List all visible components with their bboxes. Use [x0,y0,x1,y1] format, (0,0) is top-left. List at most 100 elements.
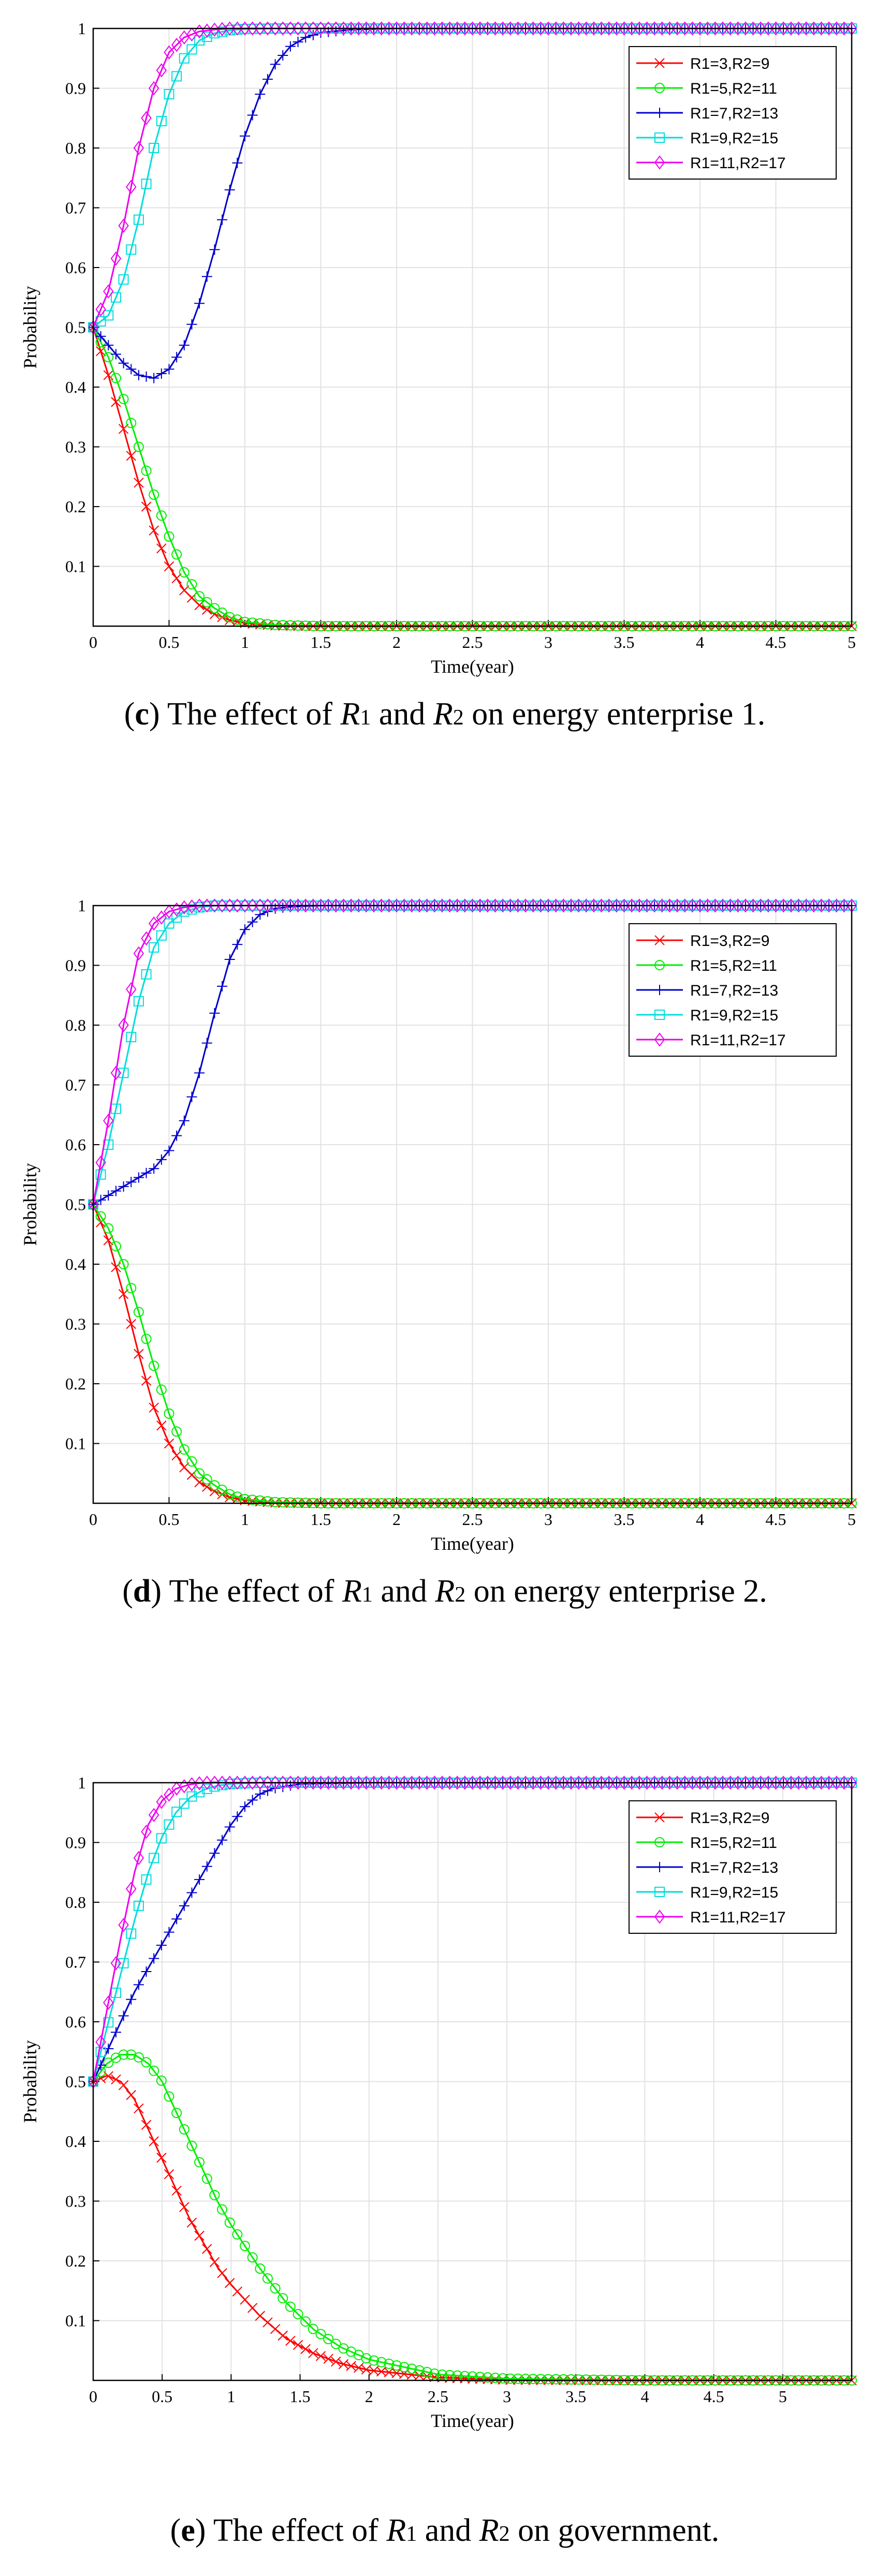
data-point [338,21,349,36]
data-point [376,2357,387,2367]
data-point [770,1775,781,1790]
data-point [209,244,220,255]
data-point [626,1775,637,1790]
data-point [164,45,174,60]
data-point [95,1169,106,1180]
data-point [278,50,288,61]
data-point [391,2360,402,2371]
data-point [179,1115,189,1126]
data-point [247,1795,258,1805]
data-point [247,21,258,36]
data-point [217,214,228,225]
x-tick-label: 1.5 [290,2387,311,2406]
y-tick-label: 0.3 [65,1315,86,1334]
caption-label: e [181,2513,195,2548]
data-point [224,1489,235,1500]
legend-label: R1=11,R2=17 [690,1032,786,1049]
data-point [740,1775,751,1790]
data-point [179,1900,189,1911]
data-point [134,1349,144,1359]
data-point [95,302,106,317]
data-point [717,21,728,36]
data-point [755,21,766,36]
caption-pre: The effect of [169,1574,342,1609]
y-tick-label: 0.4 [65,1255,86,1274]
x-tick-label: 2.5 [428,2387,448,2406]
data-point [823,898,835,913]
x-tick-label: 0.5 [159,1510,180,1529]
data-point [293,21,303,36]
caption-s2: 2 [455,1583,465,1607]
data-point [103,340,114,351]
data-point [103,1223,114,1234]
data-point [209,603,220,614]
data-point [240,2294,250,2305]
legend-label: R1=9,R2=15 [690,130,778,147]
data-point [194,24,205,39]
data-point [285,21,296,36]
data-point [406,21,417,36]
data-point [315,2329,326,2340]
data-point [513,1775,523,1790]
data-point [498,2373,508,2384]
data-point [156,2075,167,2086]
data-point [217,1834,228,1845]
data-point [354,2362,364,2373]
data-point [808,898,819,913]
data-point [694,898,706,913]
data-point [149,1853,159,1863]
data-point [194,1787,205,1798]
data-point [247,1494,258,1505]
data-point [110,1103,121,1114]
data-point [126,364,137,375]
axes-frame [92,27,853,627]
data-point [285,620,296,631]
data-point [133,214,144,225]
data-point [171,1130,182,1141]
data-point [763,1775,774,1790]
data-point [656,898,667,913]
data-point [565,1775,577,1790]
data-point [239,1775,251,1790]
caption-s1: 1 [406,2522,417,2546]
legend-marker [654,108,665,118]
y-tick-label: 0.5 [65,1195,86,1214]
data-point [338,2359,349,2370]
data-point [126,1032,137,1043]
data-point [550,1775,561,1790]
data-point [558,898,569,913]
x-tick-label: 0 [89,633,97,652]
caption-s2: 2 [453,706,464,730]
x-tick-label: 4.5 [766,633,786,652]
data-point [103,1190,114,1201]
data-point [110,1065,122,1080]
data-point [543,898,554,913]
data-point [255,89,266,100]
x-tick-label: 1 [241,1510,249,1529]
data-point [118,2080,129,2091]
data-point [209,2257,220,2268]
data-point [368,1775,380,1790]
data-point [103,310,114,321]
data-point [611,21,622,36]
data-point [141,1167,152,1178]
x-tick-label: 2 [365,2387,373,2406]
data-point [270,59,281,70]
x-tick-label: 3.5 [565,2387,586,2406]
data-point [278,2293,288,2304]
x-tick-label: 1.5 [311,1510,331,1529]
data-point [156,1420,167,1431]
data-point [209,1008,220,1018]
data-point [141,1334,152,1344]
data-point [831,21,842,36]
legend-label: R1=7,R2=13 [690,105,778,122]
data-point [149,2136,159,2146]
data-point [353,898,364,913]
data-point [588,2374,599,2385]
data-point [421,898,432,913]
data-point [406,1775,417,1790]
data-point [194,1068,205,1078]
data-point [361,898,372,913]
data-point [149,525,159,536]
data-point [535,898,546,913]
